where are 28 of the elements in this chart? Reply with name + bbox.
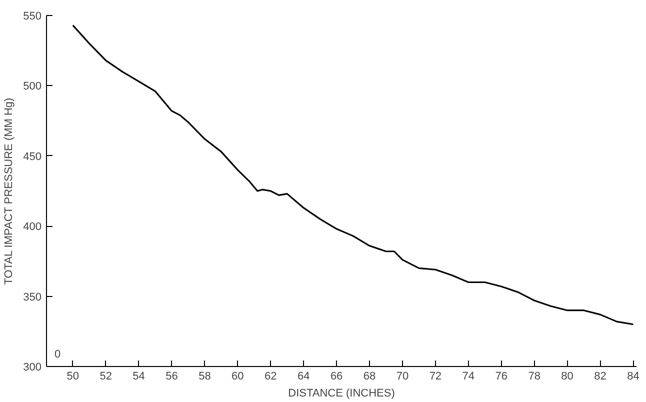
x-tick-label: 70 (396, 370, 409, 382)
x-tick-label: 58 (198, 370, 211, 382)
x-tick-label: 84 (627, 370, 640, 382)
y-tick-label: 550 (23, 10, 42, 22)
x-tick-label: 62 (264, 370, 277, 382)
x-tick-label: 66 (330, 370, 343, 382)
line-series (72, 24, 634, 326)
x-tick-label: 60 (232, 370, 244, 382)
x-tick-label: 80 (561, 370, 574, 382)
x-tick-label: 54 (132, 370, 145, 382)
x-tick-label: 56 (166, 370, 178, 382)
y-axis-title: TOTAL IMPACT PRESSURE (MM Hg) (3, 98, 16, 285)
x-tick-label: 68 (363, 370, 376, 382)
annotation: 0 (54, 348, 61, 360)
y-tick-label: 300 (23, 362, 42, 374)
y-tick-label: 400 (23, 221, 42, 234)
y-tick-label: 350 (23, 291, 42, 304)
x-tick-label: 64 (297, 370, 310, 382)
y-tick-label: 500 (23, 80, 42, 93)
x-tick-label: 82 (594, 370, 606, 382)
x-tick-label: 78 (528, 370, 540, 382)
y-tick-label: 450 (23, 150, 42, 163)
x-tick-label: 76 (495, 370, 508, 382)
x-tick-label: 72 (429, 370, 442, 382)
x-tick-label: 52 (100, 370, 112, 382)
x-tick-label: 74 (462, 370, 475, 382)
x-tick-label: 50 (66, 370, 79, 382)
x-axis-title: DISTANCE (INCHES) (288, 388, 395, 400)
